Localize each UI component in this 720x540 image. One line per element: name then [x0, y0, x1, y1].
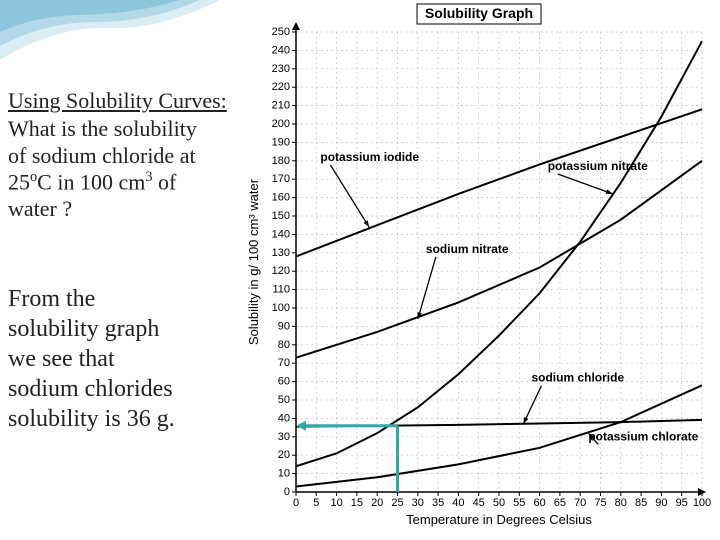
question: What is the solubility of sodium chlorid…: [8, 116, 236, 222]
a-line1: From the: [8, 286, 95, 312]
svg-text:Solubility in g/ 100 cm³ water: Solubility in g/ 100 cm³ water: [246, 178, 261, 345]
svg-text:70: 70: [278, 357, 290, 369]
text-column: Using Solubility Curves: What is the sol…: [8, 88, 236, 434]
svg-text:35: 35: [432, 497, 444, 509]
svg-text:10: 10: [330, 497, 342, 509]
svg-text:30: 30: [278, 431, 290, 443]
svg-text:20: 20: [371, 497, 383, 509]
svg-text:65: 65: [554, 497, 566, 509]
svg-text:70: 70: [574, 497, 586, 509]
svg-text:190: 190: [272, 136, 290, 148]
svg-text:0: 0: [293, 497, 299, 509]
a-line5: solubility is 36 g.: [8, 406, 175, 432]
svg-text:50: 50: [493, 497, 505, 509]
q-line2: of sodium chloride at: [8, 143, 196, 168]
svg-text:10: 10: [278, 468, 290, 480]
solubility-chart: Solubility Graph 0 5 10 15 20 25 30 35 40 45 50 55 60…: [244, 2, 714, 532]
svg-text:110: 110: [272, 284, 290, 296]
a-line2: solubility graph: [8, 316, 159, 342]
svg-text:potassium chlorate: potassium chlorate: [588, 429, 698, 443]
svg-text:90: 90: [655, 497, 667, 509]
svg-text:0: 0: [284, 486, 290, 498]
svg-text:5: 5: [313, 497, 319, 509]
svg-text:45: 45: [473, 497, 485, 509]
svg-text:200: 200: [272, 118, 290, 130]
svg-text:150: 150: [272, 210, 290, 222]
svg-text:25: 25: [391, 497, 403, 509]
svg-text:85: 85: [635, 497, 647, 509]
q-line3a: 25: [8, 170, 30, 195]
svg-text:Solubility Graph: Solubility Graph: [425, 5, 533, 21]
svg-text:160: 160: [272, 192, 290, 204]
q-line3b: C in 100 cm: [37, 170, 145, 195]
svg-text:40: 40: [278, 412, 290, 424]
svg-text:Temperature in Degrees Celsius: Temperature in Degrees Celsius: [406, 512, 592, 527]
svg-text:95: 95: [676, 497, 688, 509]
svg-text:15: 15: [351, 497, 363, 509]
svg-text:180: 180: [272, 155, 290, 167]
heading: Using Solubility Curves:: [8, 88, 236, 114]
svg-text:100: 100: [693, 497, 711, 509]
svg-text:170: 170: [272, 173, 290, 185]
svg-text:sodium chloride: sodium chloride: [531, 371, 624, 385]
svg-text:230: 230: [272, 63, 290, 75]
svg-text:120: 120: [272, 265, 290, 277]
svg-text:60: 60: [278, 376, 290, 388]
svg-text:100: 100: [272, 302, 290, 314]
svg-text:20: 20: [278, 449, 290, 461]
svg-text:50: 50: [278, 394, 290, 406]
q-line3c: of: [152, 170, 176, 195]
svg-text:250: 250: [272, 26, 290, 38]
corner-decoration: [0, 0, 220, 80]
svg-text:60: 60: [533, 497, 545, 509]
svg-text:140: 140: [272, 228, 290, 240]
a-line3: we see that: [8, 346, 115, 372]
a-line4: sodium chlorides: [8, 376, 173, 402]
svg-text:potassium iodide: potassium iodide: [320, 150, 419, 164]
svg-text:130: 130: [272, 247, 290, 259]
svg-text:potassium nitrate: potassium nitrate: [548, 159, 648, 173]
svg-text:220: 220: [272, 81, 290, 93]
svg-text:40: 40: [452, 497, 464, 509]
answer: From the solubility graph we see that so…: [8, 284, 236, 434]
svg-text:240: 240: [272, 44, 290, 56]
svg-text:55: 55: [513, 497, 525, 509]
svg-text:sodium nitrate: sodium nitrate: [426, 242, 509, 256]
svg-text:210: 210: [272, 100, 290, 112]
q-line1: What is the solubility: [8, 116, 197, 141]
svg-text:80: 80: [278, 339, 290, 351]
svg-text:90: 90: [278, 320, 290, 332]
svg-text:30: 30: [412, 497, 424, 509]
svg-text:80: 80: [615, 497, 627, 509]
q-line4: water ?: [8, 196, 72, 221]
svg-text:75: 75: [594, 497, 606, 509]
